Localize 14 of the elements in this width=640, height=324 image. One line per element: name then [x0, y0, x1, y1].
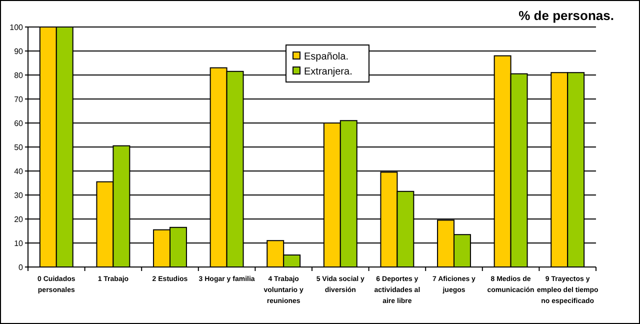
y-tick-label: 60 — [14, 118, 24, 128]
legend-label: Extranjera. — [304, 66, 352, 78]
chart-title: % de personas. — [518, 8, 614, 23]
y-tick-label: 50 — [14, 142, 24, 152]
y-tick-label: 90 — [14, 46, 24, 56]
y-tick-label: 20 — [14, 214, 24, 224]
y-tick-label: 10 — [14, 238, 24, 248]
y-tick-label: 100 — [10, 22, 24, 32]
y-tick-label: 70 — [14, 94, 24, 104]
y-tick-label: 40 — [14, 166, 24, 176]
legend-label: Española. — [304, 52, 348, 62]
y-tick-label: 0 — [18, 262, 24, 272]
y-tick-label: 30 — [14, 190, 24, 200]
y-tick-label: 80 — [14, 70, 24, 80]
